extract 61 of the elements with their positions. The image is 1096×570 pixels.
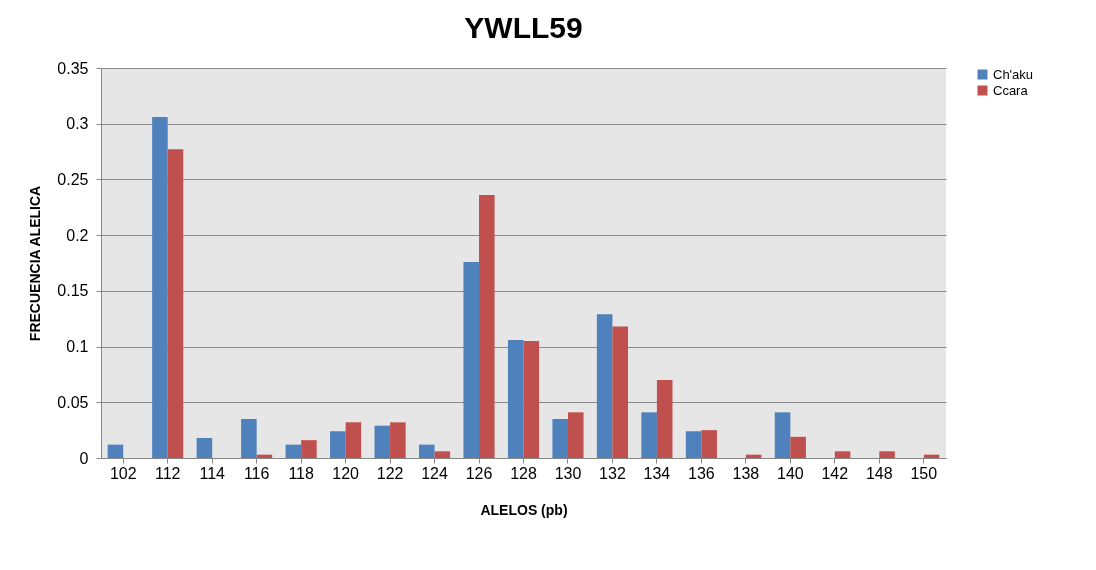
bar xyxy=(507,339,524,458)
bar xyxy=(167,149,184,458)
x-tick-label: 130 xyxy=(554,464,582,482)
x-tick-label: 102 xyxy=(109,464,137,482)
bar xyxy=(374,425,391,458)
x-tick-label: 112 xyxy=(154,464,181,482)
bar xyxy=(479,195,495,458)
y-tick-label: 0.3 xyxy=(66,115,89,133)
x-tick-label: 138 xyxy=(732,464,760,482)
y-tick-label: 0.05 xyxy=(57,393,89,411)
y-tick-label: 0 xyxy=(79,449,89,467)
bar xyxy=(330,431,346,458)
bar xyxy=(152,117,168,458)
y-tick-label: 0.15 xyxy=(57,282,89,300)
x-tick-label: 118 xyxy=(288,464,314,482)
x-tick-label: 114 xyxy=(199,464,226,482)
bar xyxy=(196,437,213,458)
bar xyxy=(774,412,791,458)
bar xyxy=(463,261,480,458)
bar xyxy=(879,451,895,458)
legend-label: Ch'aku xyxy=(993,66,1034,82)
chart-title: YWLL59 xyxy=(464,11,583,44)
x-tick-label: 140 xyxy=(776,464,804,482)
bar xyxy=(834,451,851,458)
x-tick-label: 134 xyxy=(643,464,671,482)
bar xyxy=(285,444,302,458)
y-axis-title: FRECUENCIA ALELICA xyxy=(27,185,44,342)
bar xyxy=(241,419,257,458)
bar xyxy=(552,419,568,458)
legend-label: Ccara xyxy=(993,82,1029,98)
bar xyxy=(701,430,717,458)
bar xyxy=(641,412,657,458)
bar xyxy=(418,444,435,458)
x-tick-label: 142 xyxy=(821,464,849,482)
bar xyxy=(790,436,806,458)
bar xyxy=(567,412,584,458)
bar xyxy=(345,422,362,458)
y-tick-label: 0.2 xyxy=(66,226,89,244)
bar xyxy=(434,451,451,458)
bar xyxy=(596,314,613,458)
x-tick-label: 148 xyxy=(865,464,893,482)
bar xyxy=(301,440,317,458)
x-tick-label: 128 xyxy=(510,464,537,482)
x-tick-label: 132 xyxy=(599,464,626,482)
x-tick-label: 120 xyxy=(332,464,360,482)
y-tick-label: 0.1 xyxy=(66,338,89,356)
y-tick-label: 0.35 xyxy=(57,59,89,77)
x-tick-label: 150 xyxy=(910,464,938,482)
y-tick-label: 0.25 xyxy=(57,170,89,188)
x-tick-label: 116 xyxy=(243,464,270,482)
bar xyxy=(685,431,702,458)
x-tick-label: 124 xyxy=(421,464,448,482)
x-axis-title: ALELOS (pb) xyxy=(480,501,568,518)
bar xyxy=(612,326,629,458)
bar xyxy=(523,341,540,458)
bar xyxy=(107,444,124,458)
bar xyxy=(390,422,406,458)
x-tick-label: 122 xyxy=(376,464,404,482)
x-tick-label: 136 xyxy=(688,464,715,482)
x-tick-label: 126 xyxy=(465,464,493,482)
bar xyxy=(656,380,673,458)
